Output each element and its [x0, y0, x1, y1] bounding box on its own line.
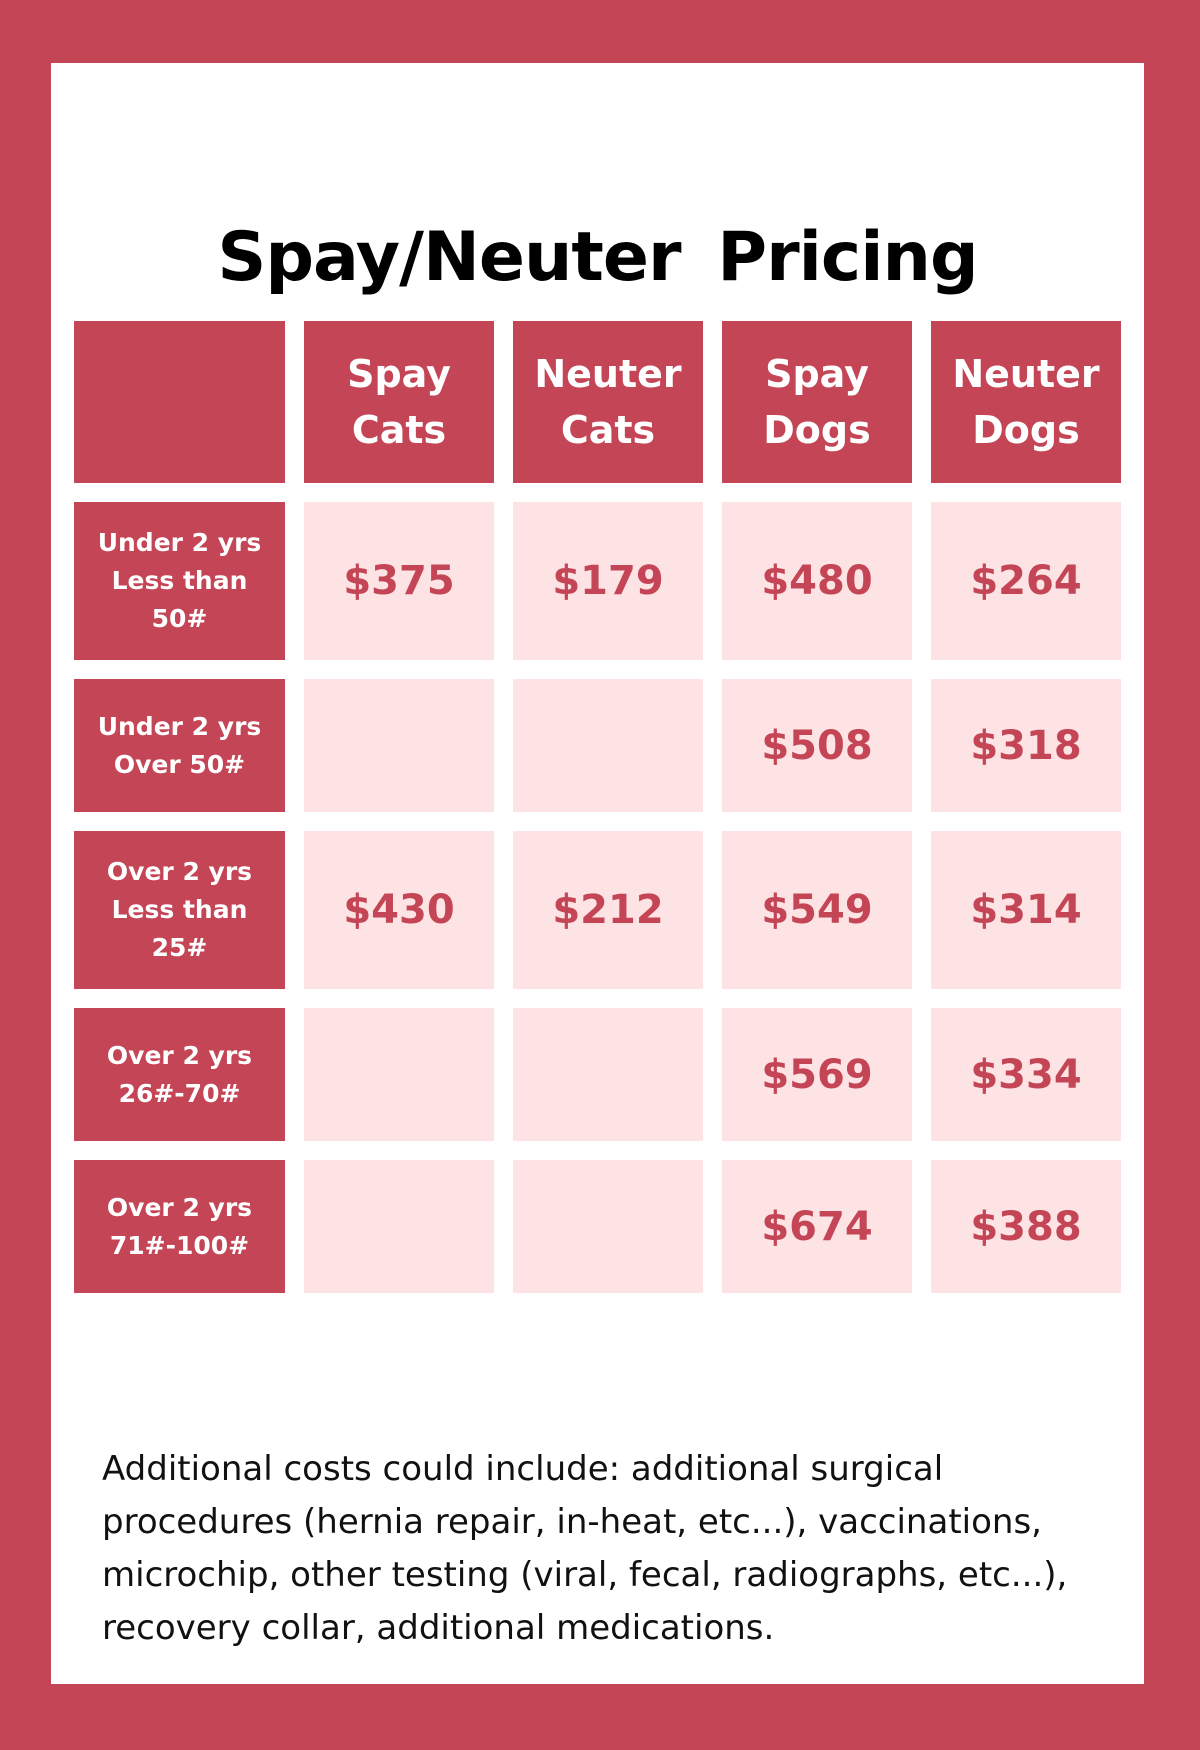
price-cell: $508 — [722, 679, 912, 812]
price-cell: $264 — [931, 502, 1121, 660]
column-header-spay-dogs: Spay Dogs — [722, 321, 912, 483]
column-header-neuter-cats: Neuter Cats — [513, 321, 703, 483]
row-label: Under 2 yrs Less than 50# — [74, 502, 285, 660]
column-header-spay-cats: Spay Cats — [304, 321, 494, 483]
column-header-neuter-dogs: Neuter Dogs — [931, 321, 1121, 483]
price-cell: $480 — [722, 502, 912, 660]
price-cell: $212 — [513, 831, 703, 989]
row-label: Over 2 yrs 71#-100# — [74, 1160, 285, 1293]
price-cell: $314 — [931, 831, 1121, 989]
price-cell — [513, 1160, 703, 1293]
row-label: Over 2 yrs Less than 25# — [74, 831, 285, 989]
price-cell — [304, 1160, 494, 1293]
price-cell — [513, 1008, 703, 1141]
price-cell: $179 — [513, 502, 703, 660]
table-corner-cell — [74, 321, 285, 483]
price-cell: $388 — [931, 1160, 1121, 1293]
price-cell: $569 — [722, 1008, 912, 1141]
pricing-card: Spay/Neuter Pricing Spay Cats Neuter Cat… — [51, 63, 1144, 1684]
page-title: Spay/Neuter Pricing — [217, 218, 978, 297]
price-cell: $318 — [931, 679, 1121, 812]
row-label: Over 2 yrs 26#-70# — [74, 1008, 285, 1141]
price-cell: $334 — [931, 1008, 1121, 1141]
price-cell — [304, 679, 494, 812]
price-cell: $430 — [304, 831, 494, 989]
price-cell: $375 — [304, 502, 494, 660]
price-cell: $674 — [722, 1160, 912, 1293]
additional-costs-note: Additional costs could include: addition… — [102, 1449, 1068, 1648]
price-cell — [513, 679, 703, 812]
price-cell — [304, 1008, 494, 1141]
pricing-table: Spay Cats Neuter Cats Spay Dogs Neuter D… — [74, 321, 1121, 1293]
row-label: Under 2 yrs Over 50# — [74, 679, 285, 812]
price-cell: $549 — [722, 831, 912, 989]
